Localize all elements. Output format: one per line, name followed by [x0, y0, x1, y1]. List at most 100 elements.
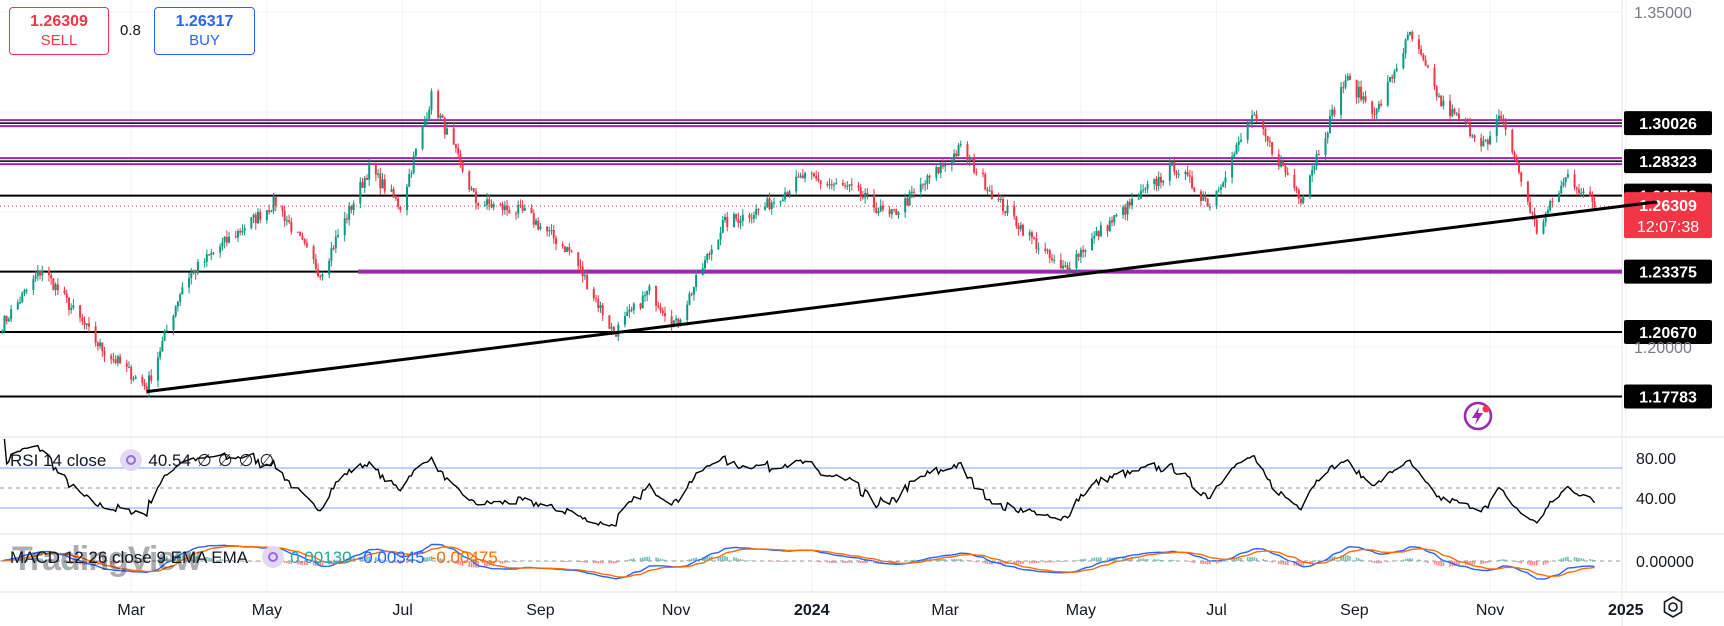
- macd-histogram-bar: [119, 561, 121, 563]
- macd-histogram-bar: [1153, 558, 1156, 561]
- candle-body: [1019, 224, 1022, 230]
- time-tick: Nov: [1476, 602, 1504, 619]
- macd-histogram-bar: [1048, 561, 1051, 563]
- macd-histogram-bar: [913, 559, 915, 561]
- macd-legend[interactable]: MACD 12 26 close 9 EMA EMA 0.00130 -0.0034…: [10, 546, 504, 570]
- macd-histogram-bar: [179, 554, 181, 561]
- candle-body: [735, 214, 738, 219]
- macd-histogram-bar: [953, 559, 955, 561]
- candle-body: [1208, 206, 1211, 208]
- candle-body: [1453, 109, 1456, 114]
- macd-histogram-bar: [159, 558, 161, 561]
- macd-histogram-bar: [1380, 561, 1382, 564]
- macd-histogram-bar: [299, 561, 302, 565]
- candle-body: [1580, 192, 1583, 194]
- macd-histogram-bar: [1202, 561, 1204, 565]
- candle-body: [99, 342, 102, 347]
- macd-histogram-bar: [1433, 561, 1436, 565]
- candle-body: [208, 254, 211, 256]
- candle-body: [176, 301, 179, 307]
- candle-body: [1108, 220, 1111, 231]
- candle-body: [1313, 165, 1316, 170]
- candle-body: [519, 204, 522, 206]
- macd-histogram-bar: [1269, 561, 1271, 562]
- macd-histogram-bar: [70, 561, 72, 564]
- rsi-title: RSI 14 close: [10, 451, 107, 471]
- macd-histogram-bar: [773, 561, 775, 562]
- candle-body: [252, 214, 255, 218]
- macd-histogram-bar: [897, 561, 900, 563]
- candle-body: [1224, 177, 1227, 183]
- candle-body: [1095, 231, 1098, 236]
- candle-body: [1297, 190, 1300, 199]
- candle-body: [1420, 49, 1423, 55]
- candle-body: [710, 249, 713, 255]
- candle-body: [239, 231, 242, 233]
- candle-body: [757, 209, 760, 211]
- candle-body: [477, 203, 480, 206]
- settings-icon[interactable]: [262, 546, 285, 568]
- settings-icon[interactable]: [120, 449, 143, 471]
- candle-body: [601, 305, 604, 316]
- macd-histogram-bar: [1438, 561, 1440, 566]
- candle-body: [926, 175, 929, 184]
- macd-histogram-bar: [848, 561, 851, 563]
- price-tick: 1.35000: [1634, 5, 1692, 22]
- rsi-legend[interactable]: RSI 14 close 40.54 ∅ ∅ ∅ ∅: [10, 449, 280, 473]
- macd-histogram-bar: [975, 561, 978, 563]
- macd-histogram-bar: [1558, 559, 1560, 561]
- macd-histogram-bar: [1427, 561, 1429, 563]
- sell-label: SELL: [40, 32, 78, 49]
- macd-histogram-bar: [664, 559, 666, 561]
- candle-body: [1451, 109, 1454, 117]
- candle-body: [941, 165, 944, 167]
- candle-body: [1546, 210, 1549, 214]
- macd-histogram-bar: [986, 561, 989, 565]
- macd-histogram-bar: [951, 559, 953, 561]
- candle-body: [879, 205, 882, 212]
- macd-histogram-bar: [141, 561, 144, 563]
- candle-body: [988, 190, 991, 192]
- macd-histogram-bar: [1342, 555, 1345, 561]
- macd-histogram-bar: [1013, 561, 1015, 565]
- macd-histogram-bar: [223, 559, 226, 561]
- candle-body: [39, 270, 42, 276]
- candle-body: [1159, 176, 1162, 183]
- candle-body: [1395, 68, 1398, 72]
- macd-histogram-bar: [1262, 558, 1265, 561]
- macd-histogram-bar: [1473, 561, 1476, 565]
- macd-histogram-bar: [601, 561, 604, 564]
- candle-body: [672, 320, 675, 326]
- macd-histogram-bar: [1355, 557, 1358, 561]
- candle-body: [1033, 237, 1036, 239]
- candle-body: [817, 178, 820, 181]
- macd-histogram-bar: [1095, 557, 1098, 561]
- candle-body: [1097, 231, 1100, 237]
- candle-body: [1529, 201, 1532, 213]
- candle-body: [408, 174, 411, 187]
- macd-histogram-bar: [1131, 558, 1133, 561]
- candle-body: [1222, 182, 1225, 188]
- macd-histogram-bar: [942, 558, 944, 561]
- candle-body: [1386, 81, 1389, 106]
- macd-histogram-bar: [895, 561, 898, 563]
- macd-histogram-bar: [1360, 559, 1362, 561]
- candle-body: [1433, 67, 1436, 87]
- candle-body: [877, 211, 880, 214]
- macd-histogram-bar: [457, 561, 459, 565]
- candle-body: [1469, 123, 1472, 136]
- buy-button[interactable]: 1.26317 BUY: [154, 7, 255, 55]
- gear-icon[interactable]: [1662, 596, 1684, 618]
- macd-histogram-bar: [366, 556, 368, 561]
- candle-body: [864, 192, 867, 198]
- candle-body: [641, 295, 644, 309]
- lightning-icon[interactable]: [1462, 400, 1494, 432]
- candle-body: [383, 179, 386, 192]
- candle-body: [281, 205, 284, 211]
- macd-histogram-bar: [1280, 561, 1282, 565]
- candle-body: [1589, 191, 1592, 197]
- sell-button[interactable]: 1.26309 SELL: [9, 7, 109, 55]
- macd-histogram-bar: [1533, 561, 1536, 566]
- level-label: 1.30026: [1639, 116, 1697, 133]
